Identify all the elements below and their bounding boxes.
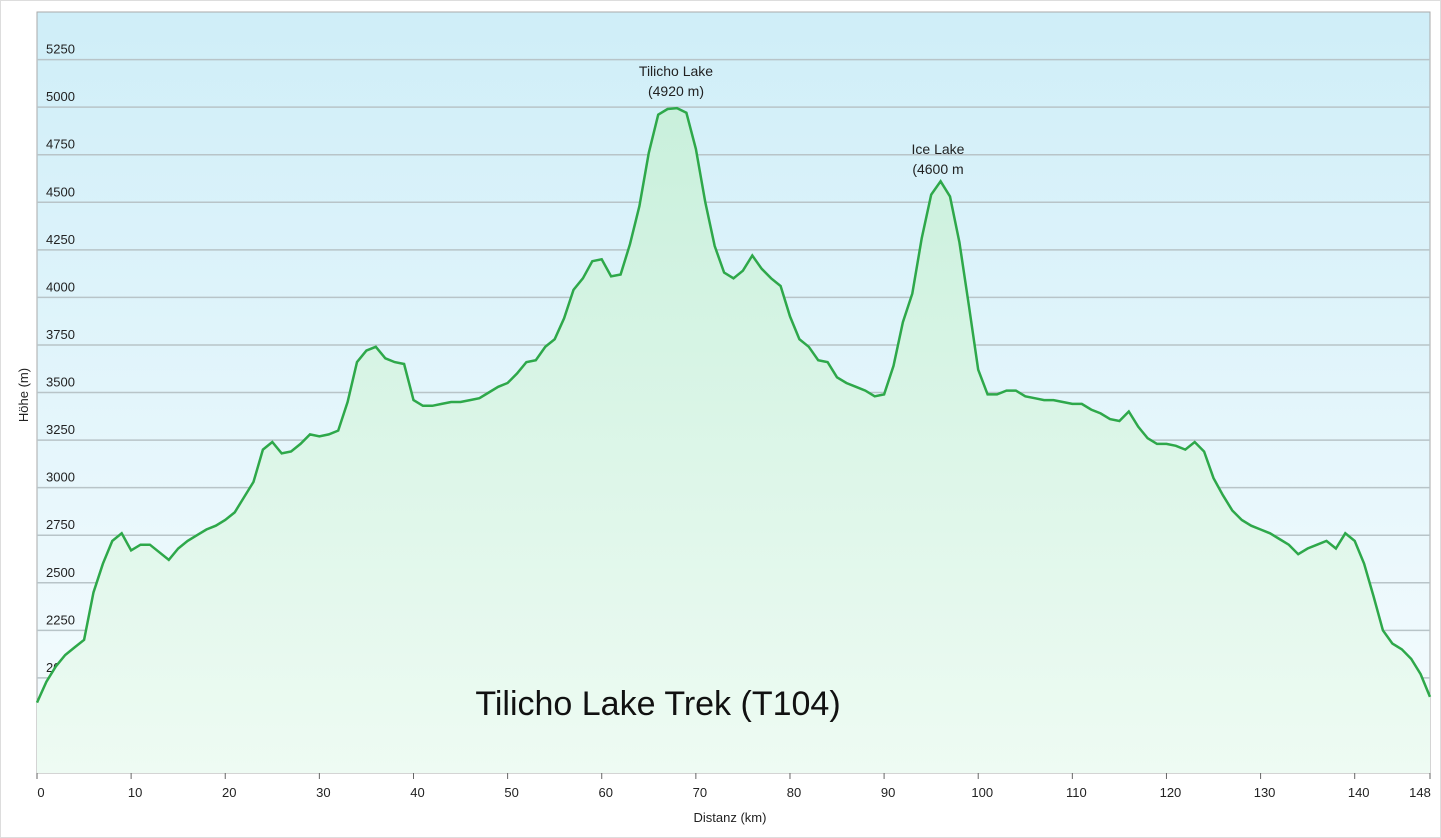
y-tick-label: 4000 [46, 279, 75, 294]
area [37, 108, 1430, 774]
x-axis-label: Distanz (km) [694, 810, 767, 825]
y-axis-label: Höhe (m) [16, 368, 31, 422]
x-tick-label: 100 [971, 785, 993, 800]
elevation-line [35, 106, 1432, 704]
x-tick-label: 60 [598, 785, 612, 800]
y-tick-label: 2750 [46, 517, 75, 532]
x-tick-label: 120 [1160, 785, 1182, 800]
y-tick-label: 5250 [46, 42, 75, 57]
y-tick-label: 3750 [46, 327, 75, 342]
x-tick-label: 130 [1254, 785, 1276, 800]
x-tick-label: 110 [1066, 785, 1087, 800]
y-tick-label: 4750 [46, 137, 75, 152]
x-tick-label: 30 [316, 785, 330, 800]
annotation: (4600 m [912, 161, 963, 177]
y-tick-label: 5000 [46, 89, 75, 104]
x-tick-label: 0 [37, 785, 44, 800]
x-tick-label: 10 [128, 785, 142, 800]
x-tick-label: 140 [1348, 785, 1370, 800]
y-tick-label: 2250 [46, 612, 75, 627]
x-tick-label: 40 [410, 785, 424, 800]
y-tick-label: 2500 [46, 565, 75, 580]
x-tick-label: 90 [881, 785, 895, 800]
x-tick-label: 50 [504, 785, 518, 800]
y-tick-label: 4250 [46, 232, 75, 247]
annotation: Ice Lake [912, 141, 965, 157]
y-tick-label: 3250 [46, 422, 75, 437]
annotation: Tilicho Lake [639, 63, 713, 79]
y-tick-label: 3500 [46, 375, 75, 390]
x-tick-label: 20 [222, 785, 236, 800]
x-tick-label: 80 [787, 785, 801, 800]
chart-title: Tilicho Lake Trek (T104) [475, 685, 840, 723]
annotation: (4920 m) [648, 83, 704, 99]
x-tick-label: 148 [1409, 785, 1431, 800]
y-tick-label: 3000 [46, 470, 75, 485]
y-tick-label: 4500 [46, 184, 75, 199]
x-tick-label: 70 [693, 785, 707, 800]
